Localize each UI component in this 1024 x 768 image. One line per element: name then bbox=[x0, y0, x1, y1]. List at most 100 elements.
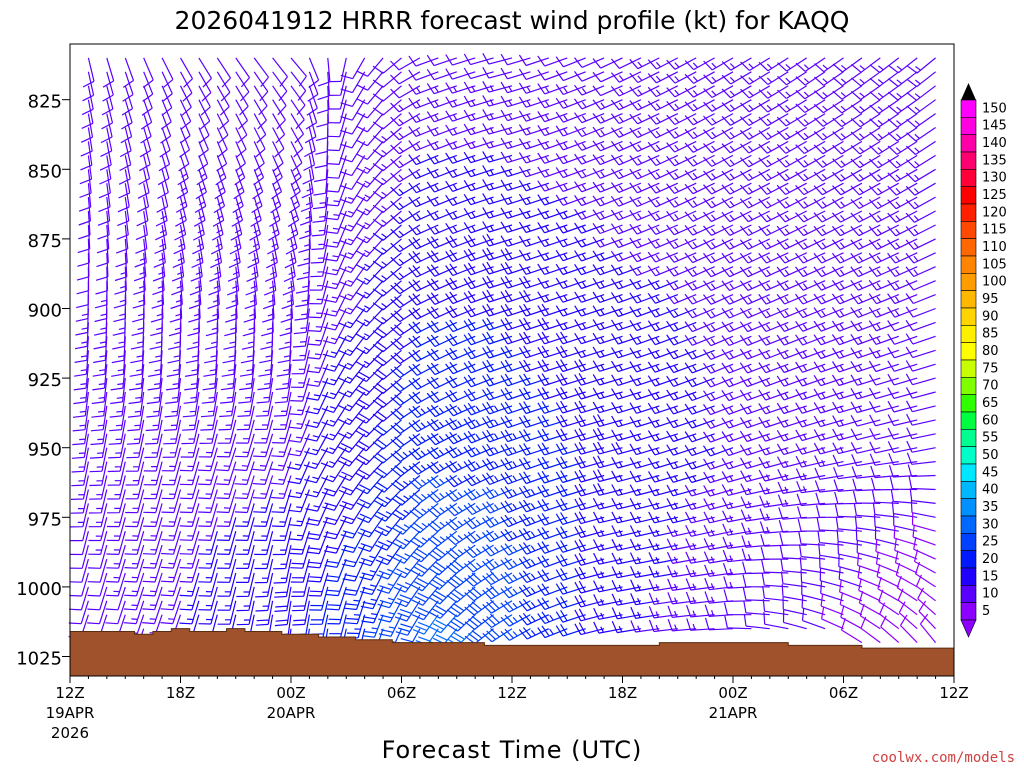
wind-barb bbox=[106, 544, 126, 569]
wind-barb bbox=[390, 405, 421, 420]
wind-barb bbox=[482, 207, 513, 219]
wind-barb bbox=[320, 447, 347, 468]
legend-label: 40 bbox=[982, 483, 999, 498]
wind-barb bbox=[106, 531, 126, 555]
wind-barb bbox=[89, 433, 108, 459]
wind-barb bbox=[408, 224, 439, 236]
wind-barb bbox=[140, 113, 152, 144]
wind-barb bbox=[912, 524, 936, 546]
wind-barb bbox=[464, 614, 494, 630]
wind-barb bbox=[667, 619, 697, 632]
wind-barb bbox=[463, 276, 494, 290]
wind-barb bbox=[742, 561, 770, 575]
wind-barb bbox=[813, 238, 844, 250]
wind-barb bbox=[721, 210, 752, 223]
wind-barb bbox=[840, 605, 863, 630]
wind-barb bbox=[463, 459, 494, 472]
wind-barb bbox=[574, 263, 605, 276]
wind-barb bbox=[832, 415, 863, 427]
wind-barb bbox=[179, 586, 200, 611]
wind-barb bbox=[537, 222, 568, 234]
wind-barb bbox=[390, 113, 421, 127]
legend-swatch bbox=[960, 481, 977, 499]
wind-barb bbox=[217, 544, 237, 569]
wind-barb bbox=[832, 401, 863, 414]
wind-barb bbox=[518, 457, 549, 470]
wind-barb bbox=[760, 546, 789, 560]
legend-swatch bbox=[960, 307, 977, 326]
wind-barb bbox=[850, 320, 881, 332]
y-tick-label: 975 bbox=[28, 509, 62, 530]
wind-barb bbox=[798, 531, 826, 546]
legend-swatch bbox=[960, 585, 977, 603]
wind-barb bbox=[685, 591, 715, 605]
wind-barb bbox=[686, 605, 715, 618]
wind-barb bbox=[142, 544, 163, 569]
wind-barb bbox=[426, 139, 458, 151]
wind-barb bbox=[721, 85, 752, 99]
wind-barb bbox=[537, 428, 568, 442]
wind-barb bbox=[574, 250, 605, 262]
wind-barb bbox=[122, 71, 134, 102]
wind-barb bbox=[445, 82, 476, 94]
wind-barb bbox=[758, 362, 789, 374]
wind-barb bbox=[851, 466, 881, 479]
wind-barb bbox=[648, 619, 678, 633]
wind-barb bbox=[110, 378, 126, 405]
wind-barb bbox=[592, 441, 623, 455]
wind-barb bbox=[216, 475, 237, 500]
wind-barb bbox=[574, 277, 605, 290]
wind-barb bbox=[875, 539, 899, 560]
wind-barb bbox=[611, 374, 642, 386]
wind-barb bbox=[555, 84, 586, 96]
wind-barb bbox=[776, 443, 807, 456]
wind-barb bbox=[518, 166, 549, 178]
wind-barb bbox=[166, 350, 182, 377]
wind-barb bbox=[703, 85, 734, 99]
wind-barb bbox=[372, 154, 402, 172]
wind-barb bbox=[798, 544, 826, 560]
wind-barb bbox=[868, 320, 900, 332]
wind-barb bbox=[179, 531, 200, 555]
wind-barb bbox=[610, 278, 642, 290]
wind-barb bbox=[666, 182, 697, 194]
x-tick-label: 12Z bbox=[939, 684, 968, 702]
wind-barb bbox=[905, 252, 936, 264]
wind-barb bbox=[427, 516, 458, 532]
wind-barb bbox=[445, 96, 476, 108]
wind-barb bbox=[338, 377, 366, 398]
wind-barb bbox=[463, 416, 494, 430]
wind-barb bbox=[463, 488, 494, 501]
wind-barb bbox=[129, 350, 145, 377]
wind-barb bbox=[555, 498, 586, 511]
legend-label: 150 bbox=[982, 101, 1007, 116]
wind-barb bbox=[684, 224, 715, 236]
wind-barb bbox=[358, 530, 384, 552]
wind-barb bbox=[906, 413, 936, 426]
wind-barb bbox=[344, 586, 366, 611]
wind-barb bbox=[390, 461, 421, 477]
wind-barb bbox=[463, 222, 494, 234]
wind-barb bbox=[518, 179, 549, 192]
wind-barb bbox=[684, 458, 715, 470]
wind-barb bbox=[310, 238, 329, 264]
wind-barb bbox=[272, 113, 286, 144]
wind-barb bbox=[390, 252, 421, 267]
wind-barb bbox=[647, 154, 679, 167]
wind-barb bbox=[887, 168, 918, 183]
wind-barb bbox=[574, 126, 605, 138]
wind-barb bbox=[610, 85, 642, 97]
wind-barb bbox=[666, 154, 697, 167]
wind-barb bbox=[71, 433, 89, 459]
wind-barb bbox=[482, 429, 513, 443]
wind-barb bbox=[666, 320, 697, 332]
wind-barb bbox=[629, 470, 660, 483]
wind-barb bbox=[412, 600, 439, 621]
wind-barb bbox=[408, 111, 439, 123]
wind-barb bbox=[482, 123, 513, 135]
wind-barb bbox=[118, 169, 131, 199]
wind-barb bbox=[255, 391, 274, 417]
wind-barb bbox=[338, 475, 366, 496]
wind-barb bbox=[795, 85, 826, 100]
